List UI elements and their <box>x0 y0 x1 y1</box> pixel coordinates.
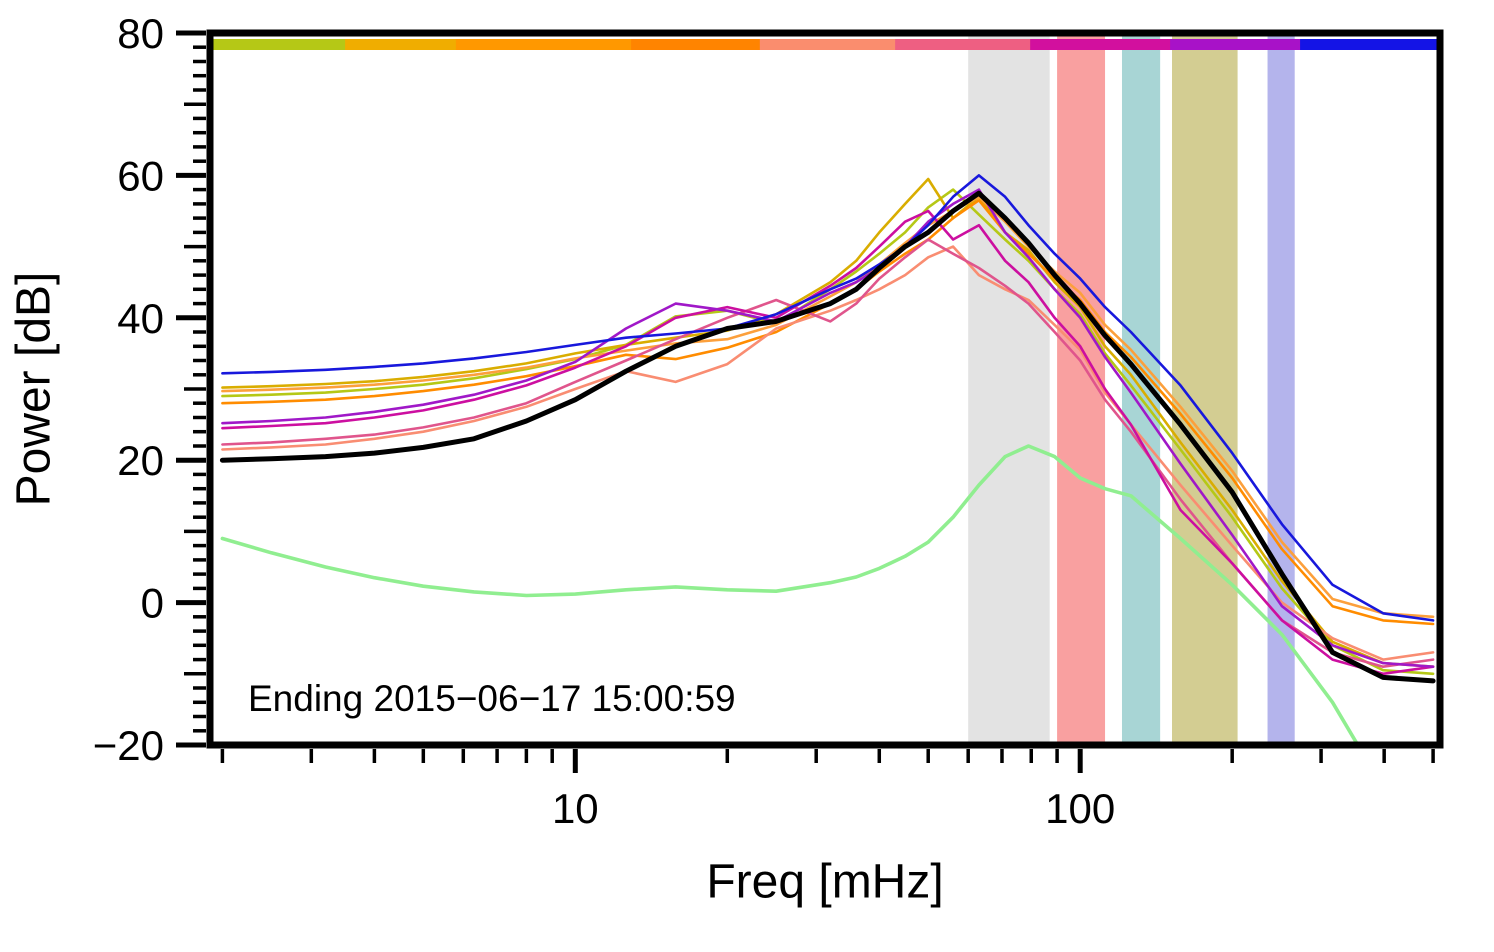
annotation-text: Ending 2015−06−17 15:00:59 <box>248 678 736 719</box>
y-tick-label: 20 <box>117 437 164 484</box>
x-tick-label: 100 <box>1045 785 1115 832</box>
colorbar-segment-5 <box>895 39 1032 50</box>
colorbar-segment-0 <box>210 39 347 50</box>
series-orange <box>221 199 1435 626</box>
y-tick-label: 0 <box>141 580 164 627</box>
band-lavender <box>1267 33 1295 745</box>
y-tick-label: 40 <box>117 295 164 342</box>
colorbar-segment-3 <box>631 39 761 50</box>
series-light-green <box>220 444 1360 745</box>
series-salmon <box>221 245 1435 661</box>
band-gray <box>968 33 1050 745</box>
y-tick-label: −20 <box>93 722 164 769</box>
series-purple <box>221 188 1435 669</box>
series-group <box>219 174 1436 745</box>
series-mean-black <box>219 190 1436 684</box>
series-orange-light <box>221 195 1435 619</box>
series-magenta <box>221 209 1435 676</box>
colorbar-segment-2 <box>455 39 633 50</box>
colorbar-segment-8 <box>1300 39 1441 50</box>
series-yellow-green <box>221 188 1435 676</box>
series-gold <box>221 177 1435 669</box>
plot-frame <box>206 29 1444 749</box>
colorbar-segment-4 <box>759 39 897 50</box>
x-axis-title: Freq [mHz] <box>706 855 944 909</box>
series-blue <box>221 174 1435 622</box>
y-tick-label: 60 <box>117 152 164 199</box>
y-axis-title: Power [dB] <box>7 271 61 507</box>
x-tick-label: 10 <box>552 785 599 832</box>
colorbar-segment-6 <box>1030 39 1172 50</box>
colorbar-segment-7 <box>1170 39 1302 50</box>
colorbar-segment-1 <box>345 39 457 50</box>
y-tick-label: 80 <box>117 10 164 57</box>
series-crimson <box>221 238 1435 669</box>
